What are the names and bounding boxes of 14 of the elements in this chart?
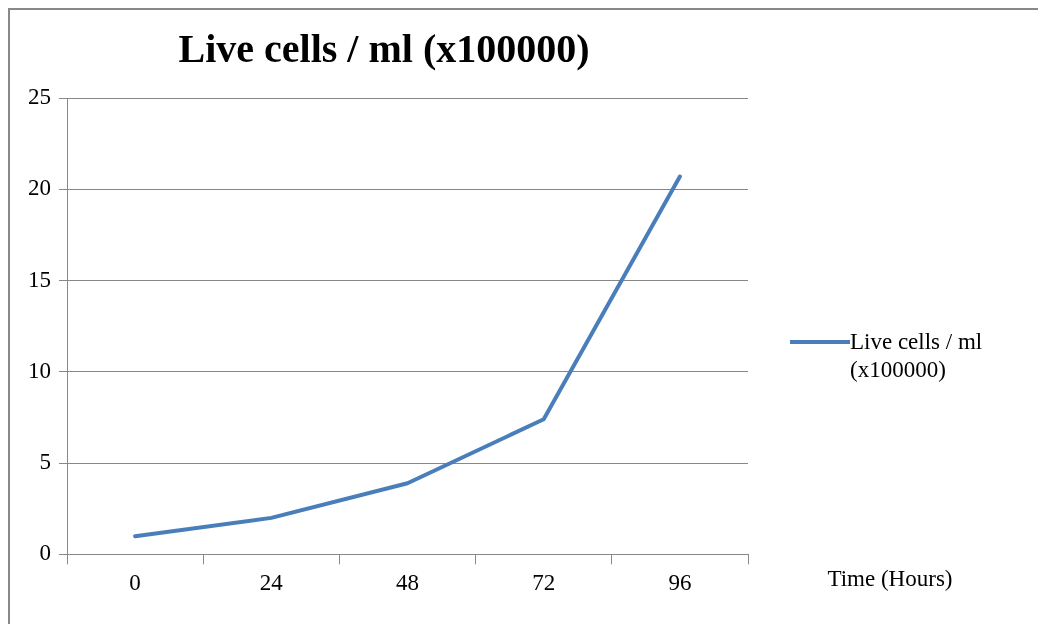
legend-label: Live cells / ml (x100000): [850, 328, 984, 384]
y-tick-label: 10: [28, 357, 51, 383]
y-tick-label: 15: [28, 266, 51, 292]
y-tick-label: 5: [39, 449, 51, 475]
x-axis-title: Time (Hours): [826, 566, 954, 592]
chart-title: Live cells / ml (x100000): [178, 26, 590, 72]
y-tick-label: 0: [39, 540, 51, 566]
y-tick-label: 20: [28, 175, 51, 201]
x-tick-label: 72: [532, 570, 556, 596]
x-tick-label: 0: [129, 570, 141, 596]
x-tick-label: 24: [259, 570, 284, 596]
y-tick-label: 25: [28, 84, 51, 110]
x-tick-label: 96: [668, 570, 692, 596]
x-tick-label: 48: [396, 570, 419, 596]
